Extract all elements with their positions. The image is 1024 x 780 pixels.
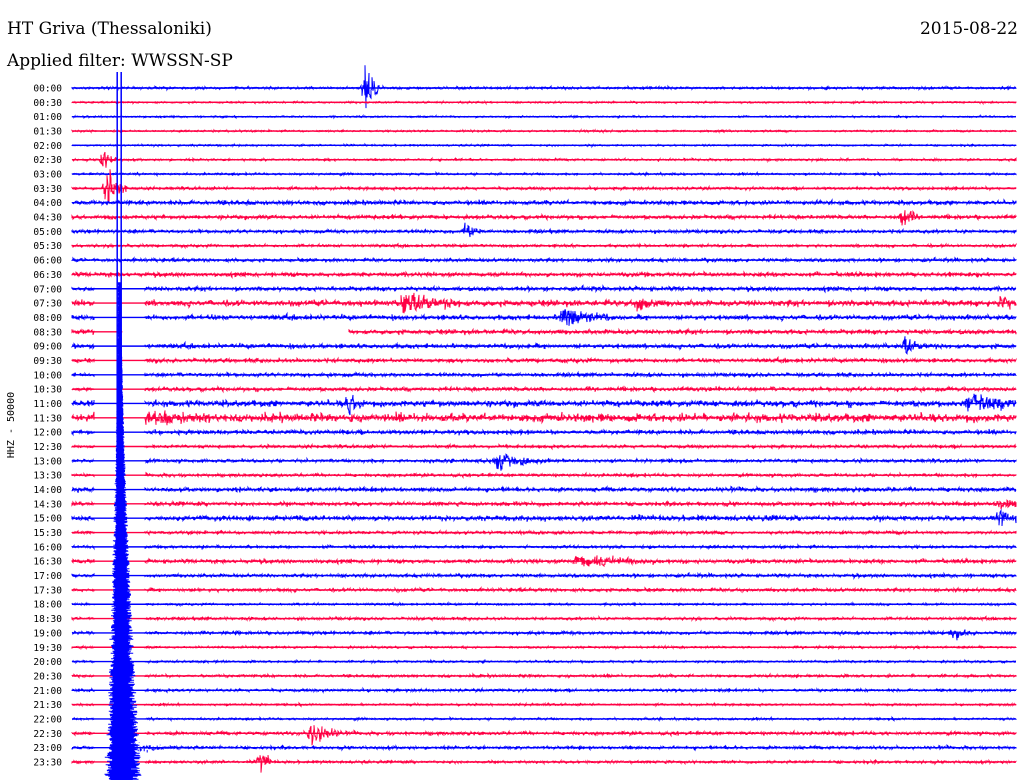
y-tick-label: 22:00 xyxy=(33,714,62,725)
y-tick-label: 14:30 xyxy=(33,499,62,510)
seismic-traces xyxy=(71,65,1017,773)
y-tick-label: 02:30 xyxy=(33,155,62,166)
y-tick-label: 19:00 xyxy=(33,628,62,639)
trace-row xyxy=(71,222,1017,238)
y-tick-label: 20:00 xyxy=(33,657,62,668)
earthquake-trace xyxy=(104,72,199,780)
y-tick-label: 22:30 xyxy=(33,729,62,740)
trace-row xyxy=(71,336,1017,355)
y-tick-label: 00:00 xyxy=(33,84,62,95)
y-tick-label: 17:30 xyxy=(33,585,62,596)
filter-label: Applied filter: xyxy=(7,51,126,71)
trace-row xyxy=(71,725,1017,746)
y-tick-label: 04:30 xyxy=(33,213,62,224)
y-tick-label: 05:30 xyxy=(33,241,62,252)
y-tick-label: 07:30 xyxy=(33,299,62,310)
earthquake-waveform xyxy=(104,282,199,780)
filter-line: Applied filter: WWSSN-SP xyxy=(7,51,233,71)
header: HT Griva (Thessaloniki) 2015-08-22 Appli… xyxy=(0,0,1024,80)
y-tick-label: 16:30 xyxy=(33,557,62,568)
y-tick-label: 07:00 xyxy=(33,284,62,295)
y-tick-label: 21:00 xyxy=(33,686,62,697)
y-tick-label: 01:30 xyxy=(33,127,62,138)
y-tick-label: 02:00 xyxy=(33,141,62,152)
y-tick-label: 11:30 xyxy=(33,413,62,424)
y-tick-label: 04:00 xyxy=(33,198,62,209)
y-tick-label: 19:30 xyxy=(33,643,62,654)
y-tick-label: 10:00 xyxy=(33,370,62,381)
y-tick-label: 21:30 xyxy=(33,700,62,711)
filter-value: WWSSN-SP xyxy=(131,51,233,71)
y-tick-label: 15:30 xyxy=(33,528,62,539)
trace-row xyxy=(71,755,1017,773)
y-tick-label: 12:30 xyxy=(33,442,62,453)
y-tick-label: 18:30 xyxy=(33,614,62,625)
y-tick-label: 03:30 xyxy=(33,184,62,195)
y-tick-label: 20:30 xyxy=(33,671,62,682)
y-tick-label: 16:00 xyxy=(33,542,62,553)
channel-label: HHZ - 50000 xyxy=(6,392,17,458)
y-tick-label: 03:00 xyxy=(33,170,62,181)
y-tick-label: 18:00 xyxy=(33,600,62,611)
y-tick-label: 23:30 xyxy=(33,757,62,768)
trace-row xyxy=(71,499,1017,510)
trace-row xyxy=(71,393,1017,416)
trace-row xyxy=(71,453,1017,471)
y-tick-label: 09:30 xyxy=(33,356,62,367)
y-tick-label: 08:00 xyxy=(33,313,62,324)
y-tick-label: 11:00 xyxy=(33,399,62,410)
y-tick-label: 12:00 xyxy=(33,428,62,439)
y-tick-label: 15:00 xyxy=(33,514,62,525)
y-tick-label: 00:30 xyxy=(33,98,62,109)
y-tick-label: 13:00 xyxy=(33,456,62,467)
y-tick-label: 13:30 xyxy=(33,471,62,482)
y-tick-label: 23:00 xyxy=(33,743,62,754)
station-title: HT Griva (Thessaloniki) xyxy=(7,19,212,39)
y-tick-label: 08:30 xyxy=(33,327,62,338)
y-tick-label: 09:00 xyxy=(33,342,62,353)
y-tick-label: 01:00 xyxy=(33,112,62,123)
y-tick-label: 17:00 xyxy=(33,571,62,582)
y-tick-label: 10:30 xyxy=(33,385,62,396)
trace-row xyxy=(71,629,1017,641)
y-tick-label: 05:00 xyxy=(33,227,62,238)
y-tick-label: 06:30 xyxy=(33,270,62,281)
y-tick-labels: 00:00 00:30 01:00 01:30 02:00 02:30 03:00 03:30… xyxy=(33,84,62,769)
y-tick-label: 14:00 xyxy=(33,485,62,496)
record-date: 2015-08-22 xyxy=(919,19,1018,39)
y-tick-label: 06:00 xyxy=(33,256,62,267)
trace-row xyxy=(71,210,1017,226)
